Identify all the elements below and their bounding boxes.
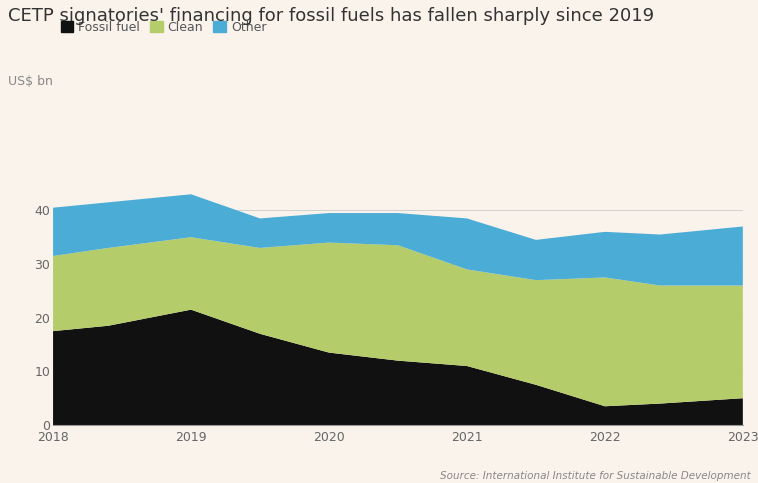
Legend: Fossil fuel, Clean, Other: Fossil fuel, Clean, Other — [56, 16, 271, 39]
Text: CETP signatories' financing for fossil fuels has fallen sharply since 2019: CETP signatories' financing for fossil f… — [8, 7, 653, 25]
Text: US$ bn: US$ bn — [8, 75, 52, 88]
Text: Source: International Institute for Sustainable Development: Source: International Institute for Sust… — [440, 470, 750, 481]
